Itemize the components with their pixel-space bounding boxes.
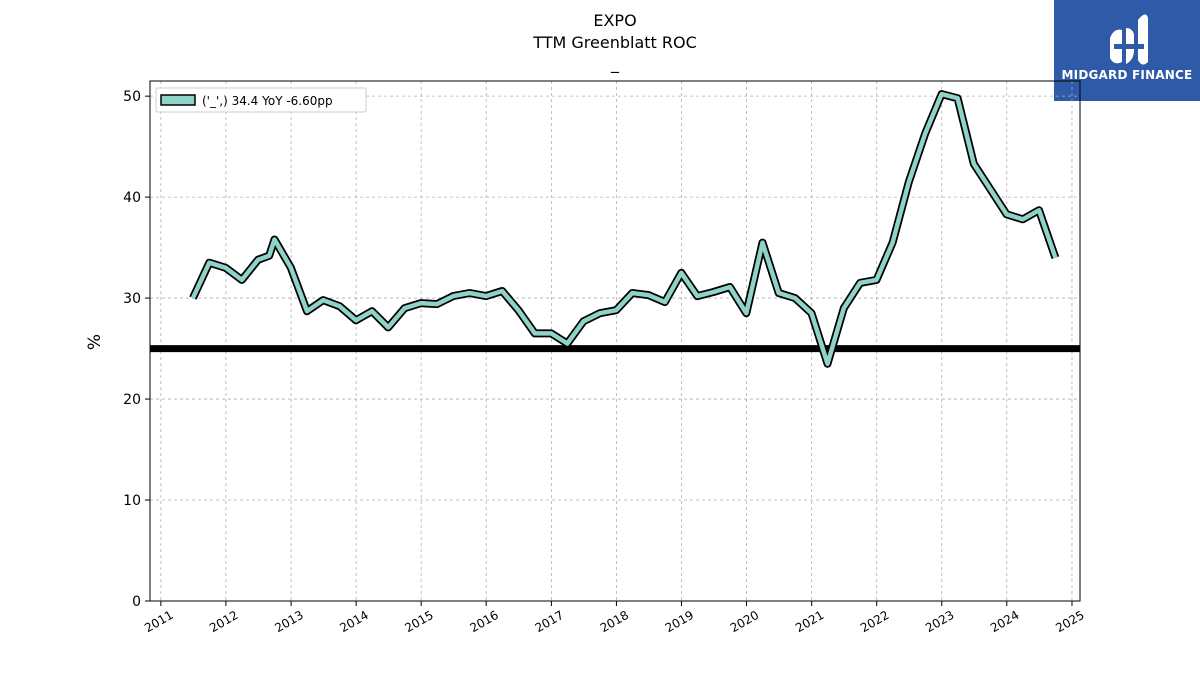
legend: ('_',) 34.4 YoY -6.60pp: [155, 87, 367, 113]
mf-monogram-icon: [1110, 14, 1148, 65]
y-tick-label: 40: [123, 190, 141, 206]
x-tick-label: 2014: [337, 608, 370, 635]
legend-swatch: [160, 94, 196, 106]
chart-subtitle-secondary: _: [611, 54, 619, 73]
y-tick-label: 0: [132, 594, 141, 610]
x-tick-label: 2013: [272, 608, 305, 635]
x-tick-label: 2016: [467, 608, 500, 635]
legend-box: [155, 87, 367, 113]
y-tick-label: 10: [123, 493, 141, 509]
x-tick-label: 2024: [988, 608, 1021, 635]
chart-subtitle: TTM Greenblatt ROC: [533, 33, 697, 52]
x-tick-label: 2025: [1053, 608, 1086, 635]
brand-logo: MIDGARD FINANCE: [1054, 0, 1200, 101]
x-tick-label: 2022: [858, 608, 891, 635]
grid: [150, 81, 1080, 602]
x-tick-label: 2015: [402, 608, 435, 635]
x-tick-label: 2018: [598, 608, 631, 635]
y-tick-label: 30: [123, 291, 141, 307]
y-tick-label: 50: [123, 89, 141, 105]
x-tick-label: 2017: [533, 608, 566, 635]
y-axis-label: %: [85, 334, 105, 350]
x-tick-label: 2012: [207, 608, 240, 635]
series-line: [190, 91, 1058, 366]
x-axis: 2011 2012 2013 2014 2015 2016 2017 2018 2019 2020…: [142, 601, 1087, 635]
x-tick-label: 2023: [923, 608, 956, 635]
x-tick-label: 2021: [793, 608, 826, 635]
x-tick-label: 2019: [663, 608, 696, 635]
plot-frame: [149, 80, 1081, 602]
series-group: [189, 90, 1060, 368]
y-tick-label: 20: [123, 392, 141, 408]
x-tick-label: 2011: [142, 608, 175, 635]
x-tick-label: 2020: [728, 608, 761, 635]
legend-entry: ('_',) 34.4 YoY -6.60pp: [202, 94, 333, 108]
chart-title: EXPO: [593, 11, 637, 30]
y-axis: 0 10 20 30 40 50: [123, 89, 150, 610]
brand-name: MIDGARD FINANCE: [1061, 68, 1193, 82]
